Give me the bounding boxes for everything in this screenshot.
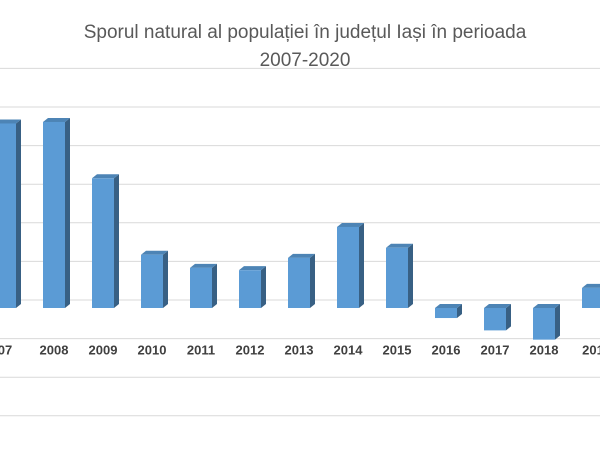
- bar: [190, 263, 217, 308]
- bar-face: [0, 123, 16, 308]
- bar-face: [337, 226, 359, 308]
- bar-face: [212, 263, 217, 308]
- bar-face: [163, 250, 168, 308]
- bar: [92, 174, 119, 308]
- x-tick-label: 2014: [334, 342, 364, 357]
- bar: [288, 253, 315, 308]
- bar: [582, 283, 600, 308]
- x-tick-label: 2018: [530, 342, 559, 357]
- bar-face: [359, 222, 364, 308]
- bar-face: [288, 253, 315, 258]
- bar-face: [435, 304, 462, 308]
- bar: [43, 117, 70, 308]
- bar-face: [16, 119, 21, 308]
- bar-face: [92, 178, 114, 308]
- bar-face: [506, 304, 511, 331]
- bar-face: [239, 270, 261, 308]
- bar-face: [43, 121, 65, 308]
- bar-face: [484, 308, 506, 331]
- bar: [141, 250, 168, 308]
- bar-face: [43, 117, 70, 122]
- bar-face: [457, 304, 462, 319]
- x-tick-label: 201: [582, 342, 600, 357]
- bar: [533, 304, 560, 340]
- bar-face: [261, 266, 266, 308]
- bar-face: [533, 304, 560, 308]
- bar-face: [533, 308, 555, 340]
- x-tick-label: 07: [0, 342, 12, 357]
- bar: [386, 243, 413, 308]
- x-tick-label: 2015: [383, 342, 412, 357]
- bar-face: [337, 222, 364, 227]
- bar-face: [114, 174, 119, 308]
- bar-face: [92, 174, 119, 179]
- bar-face: [386, 243, 413, 248]
- bar: [484, 304, 511, 331]
- bar-face: [0, 119, 21, 124]
- bar: [337, 222, 364, 308]
- bar-face: [582, 283, 600, 288]
- x-tick-label: 2017: [481, 342, 510, 357]
- x-tick-label: 2016: [432, 342, 461, 357]
- x-tick-label: 2011: [187, 342, 215, 357]
- bar-face: [190, 263, 217, 268]
- chart-title: Sporul natural al populației în județul …: [84, 22, 527, 43]
- bar-face: [239, 266, 266, 271]
- bar-face: [386, 247, 408, 308]
- bar-face: [484, 304, 511, 308]
- x-tick-label: 2010: [138, 342, 167, 357]
- bar-face: [141, 254, 163, 308]
- bar-face: [435, 308, 457, 319]
- bar: [0, 119, 21, 308]
- x-tick-label: 2008: [40, 342, 69, 357]
- bar-face: [288, 257, 310, 308]
- bar-face: [310, 253, 315, 308]
- x-tick-label: 2009: [89, 342, 118, 357]
- bar-face: [65, 117, 70, 308]
- bar-face: [408, 243, 413, 308]
- bar: [435, 304, 462, 319]
- bar-face: [582, 287, 600, 308]
- bar-face: [190, 267, 212, 308]
- bar: [239, 266, 266, 308]
- x-tick-label: 2013: [285, 342, 314, 357]
- bar-face: [555, 304, 560, 340]
- bar-face: [141, 250, 168, 255]
- chart-subtitle: 2007-2020: [260, 50, 351, 71]
- x-tick-label: 2012: [236, 342, 265, 357]
